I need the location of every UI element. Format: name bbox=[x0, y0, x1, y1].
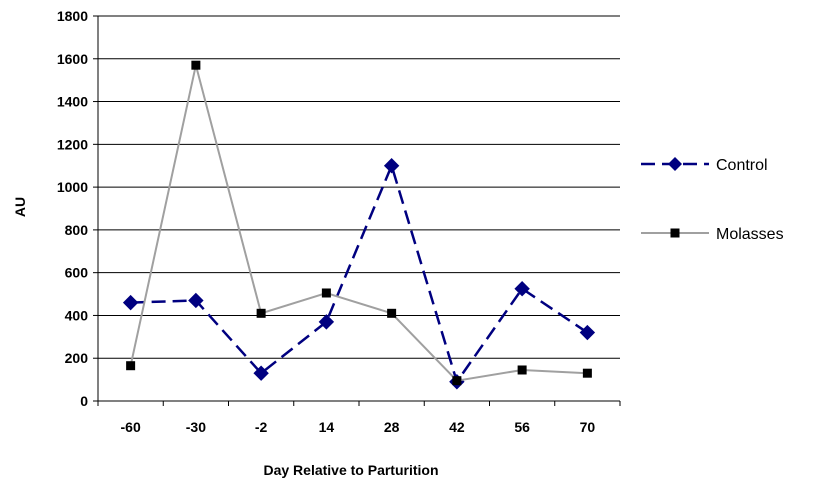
legend-marker-square bbox=[670, 228, 680, 238]
x-tick-label: -60 bbox=[121, 419, 141, 435]
data-point-diamond bbox=[253, 365, 269, 381]
data-point-diamond bbox=[318, 314, 335, 330]
x-tick-label: 42 bbox=[449, 419, 465, 435]
x-tick-label: 28 bbox=[384, 419, 400, 435]
x-tick-label: 14 bbox=[319, 419, 335, 435]
y-tick-labels: 0 200 400 600 800 1000 1200 1400 1600 1800 bbox=[57, 8, 88, 409]
x-tick-label: 70 bbox=[580, 419, 596, 435]
data-point-square bbox=[517, 365, 527, 375]
axes bbox=[93, 15, 621, 406]
x-tick-label: -2 bbox=[255, 419, 268, 435]
series-line bbox=[130, 162, 589, 385]
data-point-square bbox=[256, 308, 266, 318]
y-tick-label: 0 bbox=[80, 393, 88, 409]
y-tick-label: 1200 bbox=[57, 136, 88, 152]
data-point-square bbox=[387, 308, 397, 318]
y-tick-label: 600 bbox=[65, 265, 89, 281]
data-point-square bbox=[321, 288, 331, 298]
legend-label: Molasses bbox=[716, 226, 784, 243]
series-group bbox=[122, 60, 596, 390]
y-tick-label: 1000 bbox=[57, 179, 88, 195]
legend-item-molasses: Molasses bbox=[641, 226, 784, 243]
x-tick-label: -30 bbox=[186, 419, 206, 435]
grid-lines bbox=[98, 15, 620, 359]
x-axis-title: Day Relative to Parturition bbox=[263, 462, 438, 478]
legend-item-control: Control bbox=[641, 157, 768, 174]
legend-marker-diamond bbox=[668, 157, 682, 171]
y-tick-label: 1600 bbox=[57, 51, 88, 67]
series-molasses bbox=[126, 60, 592, 386]
data-point-square bbox=[452, 376, 462, 386]
y-tick-label: 800 bbox=[65, 222, 89, 238]
y-tick-label: 1400 bbox=[57, 94, 88, 110]
y-tick-label: 200 bbox=[65, 350, 89, 366]
data-point-diamond bbox=[122, 294, 139, 311]
data-point-square bbox=[126, 361, 136, 371]
data-point-square bbox=[582, 368, 592, 378]
legend: Control Molasses bbox=[641, 157, 784, 243]
data-point-diamond bbox=[514, 281, 530, 297]
data-point-square bbox=[191, 60, 201, 70]
data-point-diamond bbox=[579, 324, 596, 341]
y-tick-label: 400 bbox=[65, 307, 89, 323]
data-point-diamond bbox=[383, 158, 400, 174]
series-line bbox=[129, 64, 588, 382]
legend-label: Control bbox=[716, 157, 768, 174]
x-tick-label: 56 bbox=[514, 419, 530, 435]
y-axis-title: AU bbox=[12, 197, 28, 217]
series-control bbox=[122, 158, 596, 390]
data-point-diamond bbox=[188, 292, 204, 309]
y-tick-label: 1800 bbox=[57, 8, 88, 24]
x-tick-labels: -60 -30 -2 14 28 42 56 70 bbox=[121, 419, 596, 435]
